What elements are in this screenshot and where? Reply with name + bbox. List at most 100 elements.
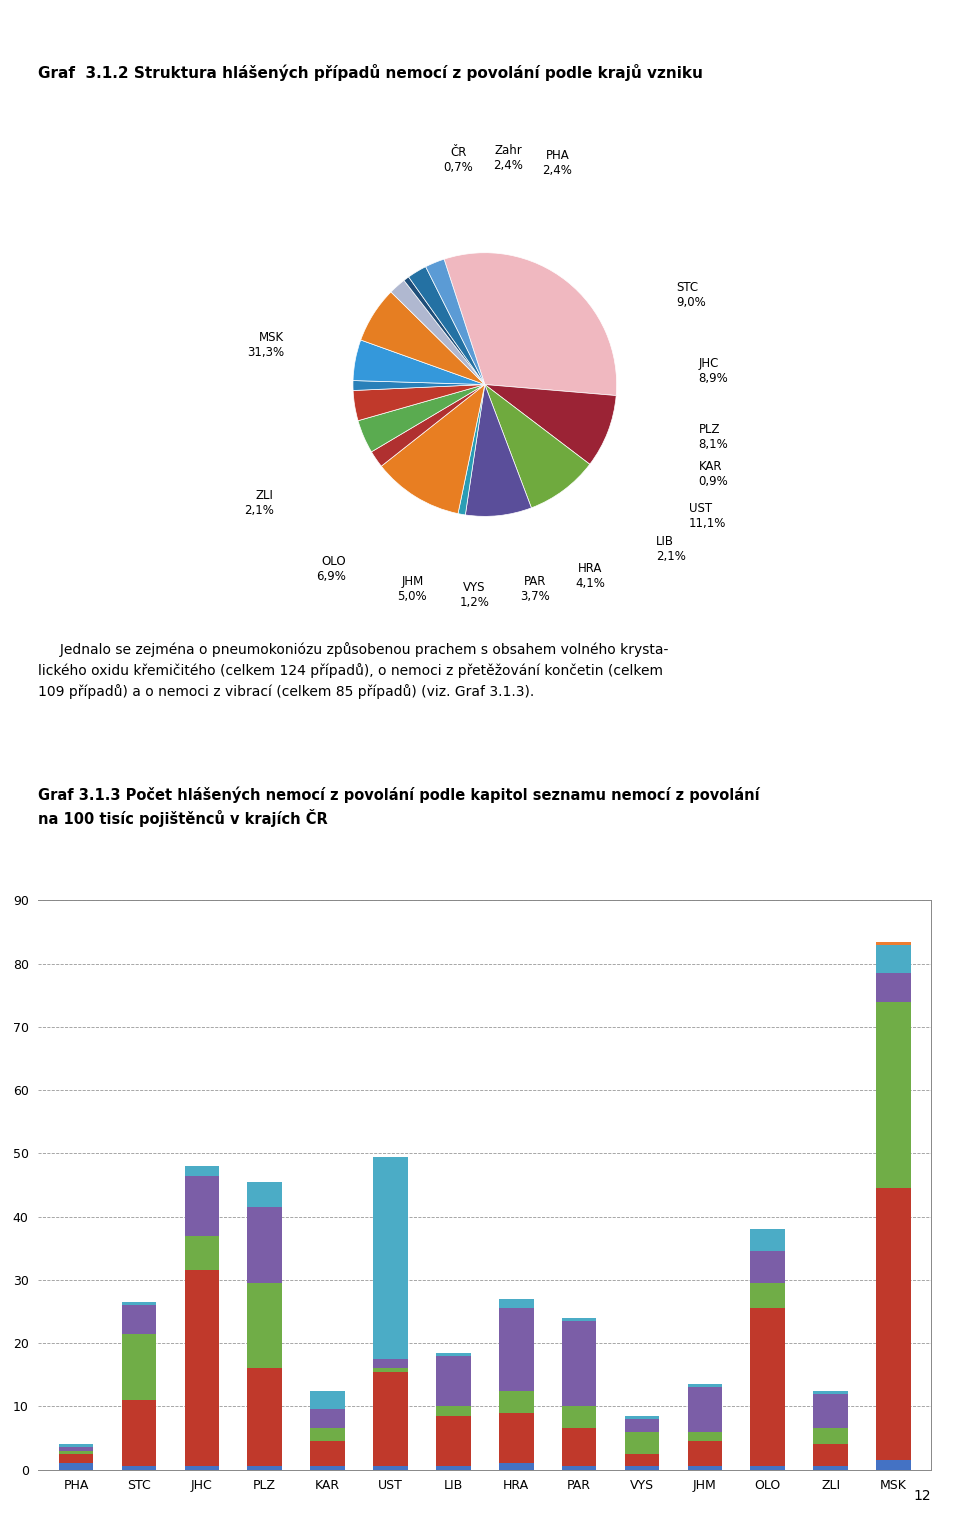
Bar [876,973,911,1001]
Bar [625,1467,660,1470]
Bar [813,1429,848,1444]
Wedge shape [353,385,485,421]
Bar [436,1353,470,1356]
Text: Graf  3.1.2 Struktura hlášených případů nemocí z povolání podle krajů vzniku: Graf 3.1.2 Struktura hlášených případů n… [38,64,704,80]
Bar [310,1429,345,1441]
Bar [184,1236,219,1271]
Bar [625,1432,660,1454]
Bar [625,1454,660,1467]
Bar [436,1406,470,1417]
Wedge shape [353,380,485,391]
Bar [813,1467,848,1470]
Bar [122,1400,156,1467]
Bar [876,945,911,973]
Text: HRA
4,1%: HRA 4,1% [575,562,605,589]
Bar [373,1368,408,1371]
Bar [373,1359,408,1368]
Text: MSK
31,3%: MSK 31,3% [248,330,284,359]
Wedge shape [425,259,485,385]
Bar [562,1321,596,1406]
Bar [876,1460,911,1470]
Text: ČR
0,7%: ČR 0,7% [444,147,473,174]
Wedge shape [381,385,485,514]
Text: KAR
0,9%: KAR 0,9% [698,461,728,488]
Text: UST
11,1%: UST 11,1% [689,503,727,530]
Bar [751,1251,785,1283]
Bar [248,1207,282,1283]
Bar [499,1298,534,1309]
Text: JHM
5,0%: JHM 5,0% [397,574,427,603]
Text: STC
9,0%: STC 9,0% [676,280,706,309]
Wedge shape [409,267,485,385]
Bar [499,1463,534,1470]
Text: Jednalo se zejména o pneumokoniózu způsobenou prachem s obsahem volného krysta-
: Jednalo se zejména o pneumokoniózu způso… [38,642,669,698]
Bar [687,1441,722,1467]
Bar [499,1412,534,1463]
Bar [687,1432,722,1441]
Bar [562,1429,596,1467]
Wedge shape [404,277,485,385]
Wedge shape [353,339,485,385]
Text: 12: 12 [914,1489,931,1503]
Bar [751,1309,785,1467]
Bar [751,1283,785,1309]
Bar [122,1304,156,1333]
Bar [248,1283,282,1368]
Bar [184,1467,219,1470]
Text: VYS
1,2%: VYS 1,2% [459,582,490,609]
Bar [310,1409,345,1429]
Bar [751,1467,785,1470]
Bar [625,1417,660,1420]
Text: PLZ
8,1%: PLZ 8,1% [698,423,728,451]
Bar [122,1467,156,1470]
Bar [310,1467,345,1470]
Text: JHC
8,9%: JHC 8,9% [698,358,728,385]
Wedge shape [466,385,532,517]
Wedge shape [391,280,485,385]
Bar [59,1454,93,1463]
Bar [436,1417,470,1467]
Bar [876,941,911,945]
Bar [59,1450,93,1454]
Text: OLO
6,9%: OLO 6,9% [317,554,347,583]
Bar [499,1391,534,1412]
Bar [562,1406,596,1429]
Wedge shape [361,292,485,385]
Bar [813,1394,848,1429]
Bar [436,1467,470,1470]
Bar [436,1356,470,1406]
Bar [499,1309,534,1391]
Bar [373,1371,408,1467]
Bar [813,1391,848,1394]
Bar [562,1467,596,1470]
Bar [248,1182,282,1207]
Bar [310,1391,345,1409]
Bar [59,1463,93,1470]
Wedge shape [485,385,616,464]
Bar [122,1301,156,1304]
Bar [751,1229,785,1251]
Bar [687,1467,722,1470]
Bar [687,1388,722,1432]
Bar [184,1176,219,1236]
Bar [876,1001,911,1188]
Bar [625,1420,660,1432]
Text: PHA
2,4%: PHA 2,4% [542,148,572,177]
Text: Zahr
2,4%: Zahr 2,4% [493,144,523,171]
Wedge shape [444,253,616,395]
Bar [184,1271,219,1467]
Text: ZLI
2,1%: ZLI 2,1% [244,489,274,517]
Bar [562,1318,596,1321]
Text: Graf 3.1.3 Počet hlášených nemocí z povolání podle kapitol seznamu nemocí z povo: Graf 3.1.3 Počet hlášených nemocí z povo… [38,786,760,827]
Text: PAR
3,7%: PAR 3,7% [520,574,550,603]
Wedge shape [372,385,485,467]
Bar [184,1167,219,1176]
Wedge shape [358,385,485,451]
Bar [59,1444,93,1447]
Wedge shape [485,385,589,508]
Bar [876,1188,911,1460]
Bar [122,1333,156,1400]
Wedge shape [458,385,485,515]
Bar [59,1447,93,1450]
Bar [813,1444,848,1467]
